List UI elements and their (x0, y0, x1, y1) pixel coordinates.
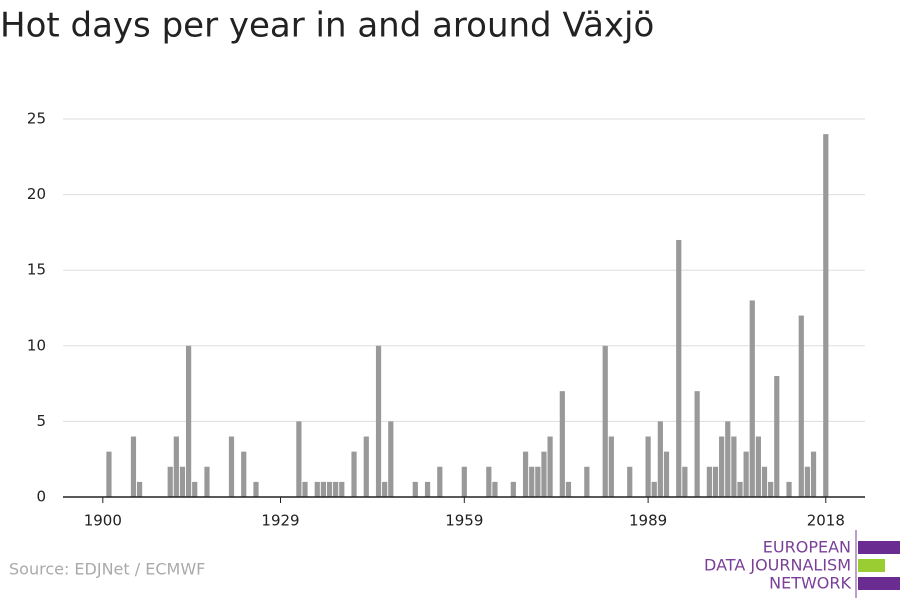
bar (492, 481, 498, 497)
logo-text: DATA JOURNALISM (704, 556, 851, 575)
bar (241, 451, 247, 497)
bar (510, 481, 516, 497)
bar (786, 481, 792, 497)
bar (228, 436, 235, 497)
x-tick-label: 1989 (629, 512, 667, 530)
bar (296, 421, 302, 497)
bar (314, 481, 320, 497)
x-tick-label: 1929 (261, 512, 299, 530)
bar (565, 481, 572, 497)
bar (645, 436, 651, 497)
bar (529, 466, 535, 497)
bar (602, 345, 608, 497)
bar (663, 451, 670, 497)
bar (253, 481, 259, 497)
bar (204, 466, 210, 497)
bar (351, 451, 357, 497)
bar (541, 451, 547, 497)
bar (706, 466, 712, 497)
bar (823, 134, 829, 497)
bar (437, 466, 443, 497)
bar (486, 466, 492, 497)
bar (774, 376, 780, 497)
bar (768, 481, 774, 497)
bar (424, 481, 431, 497)
bar (627, 466, 633, 497)
bar (755, 436, 761, 497)
bar (388, 421, 394, 497)
bar (302, 481, 308, 497)
logo-bar (858, 559, 885, 572)
bar (173, 436, 179, 497)
bar (608, 436, 614, 497)
x-tick-label: 1900 (84, 512, 122, 530)
bar (657, 421, 663, 497)
y-tick-label: 20 (27, 185, 46, 203)
bar (547, 436, 553, 497)
logo-text: NETWORK (769, 574, 851, 593)
chart-title: Hot days per year in and around Växjö (0, 6, 654, 46)
y-tick-label: 25 (27, 110, 46, 128)
bar (804, 466, 811, 497)
bar (320, 481, 326, 497)
x-tick-label: 2018 (807, 512, 845, 530)
bar (136, 481, 143, 497)
bar (584, 466, 590, 497)
bar (339, 481, 345, 497)
bar (535, 466, 541, 497)
bar (185, 345, 192, 497)
bar (382, 481, 388, 497)
logo-bar (858, 541, 900, 554)
bar (179, 466, 186, 497)
bar (106, 451, 112, 497)
y-tick-label: 10 (27, 336, 46, 354)
bar (559, 391, 565, 497)
bar (719, 436, 725, 497)
logo-bar (858, 577, 900, 590)
logo-text: EUROPEAN (763, 538, 851, 557)
bar (412, 481, 418, 497)
bar (798, 315, 804, 497)
bar (375, 345, 382, 497)
bar (522, 451, 529, 497)
bar (725, 421, 731, 497)
bar (333, 481, 339, 497)
bar (167, 466, 173, 497)
bar (810, 451, 817, 497)
source: Source: EDJNet / ECMWF (9, 560, 205, 579)
y-tick-label: 0 (36, 488, 46, 506)
y-tick-label: 15 (27, 261, 46, 279)
bar (731, 436, 737, 497)
bar (130, 436, 137, 497)
bar (761, 466, 768, 497)
bar (737, 481, 743, 497)
bar (461, 466, 467, 497)
bar (743, 451, 749, 497)
bar (749, 300, 755, 497)
y-tick-label: 5 (36, 412, 46, 430)
bar (712, 466, 719, 497)
bar (326, 481, 333, 497)
x-tick-label: 1959 (445, 512, 483, 530)
bar (676, 239, 682, 497)
bar (363, 436, 369, 497)
bar (694, 391, 700, 497)
bar (192, 481, 198, 497)
bar (651, 481, 657, 497)
bar (682, 466, 688, 497)
